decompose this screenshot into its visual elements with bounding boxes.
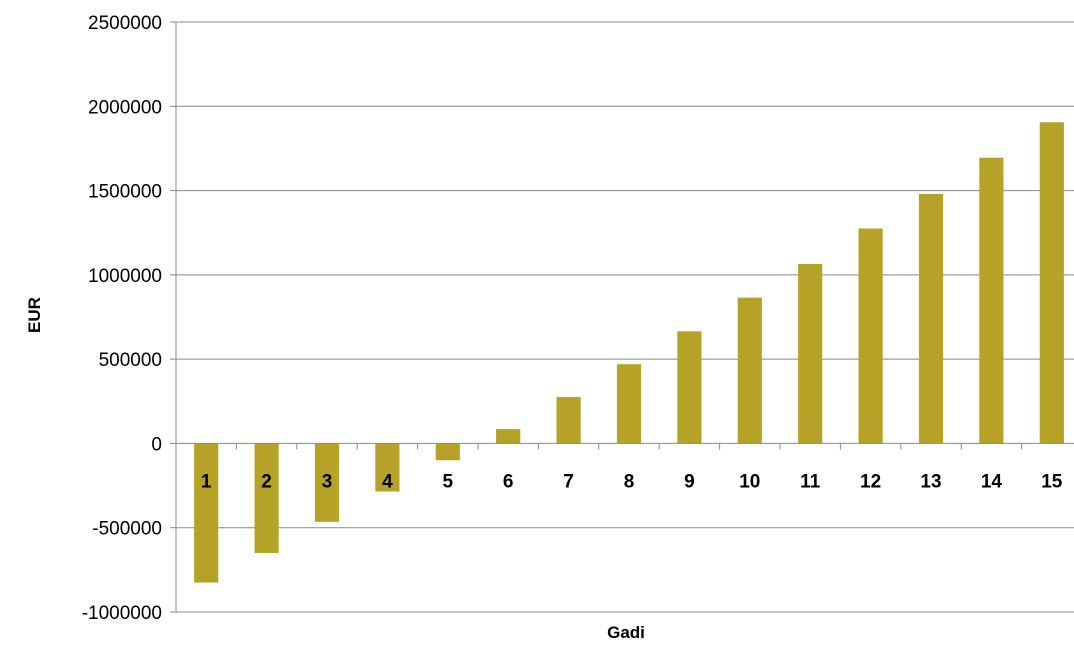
bar [496, 429, 521, 444]
bar [194, 443, 219, 583]
x-tick-label: 15 [1041, 471, 1063, 492]
tick-labels: 2500000 2000000 1500000 1000000 500000 0 -5000… [82, 13, 1063, 624]
bar [254, 443, 279, 553]
bar [737, 297, 762, 444]
bar [798, 263, 823, 444]
y-tick-label: 0 [151, 434, 162, 455]
x-tick-label: 7 [563, 471, 574, 492]
bar [375, 443, 400, 492]
bar [314, 443, 340, 522]
y-tick-label: 500000 [99, 350, 162, 371]
x-tick-label: 6 [503, 471, 514, 492]
y-tick-label: -500000 [92, 519, 162, 540]
y-tick-label: 1500000 [88, 182, 162, 203]
x-axis-title: Gadi [607, 623, 645, 642]
x-tick-label: 8 [624, 471, 635, 492]
x-tick-label: 14 [981, 471, 1003, 492]
x-tick-label: 13 [920, 471, 941, 492]
y-tick-label: 2000000 [88, 97, 162, 118]
x-tick-label: 2 [261, 471, 272, 492]
x-tick-label: 4 [382, 471, 393, 492]
bar [556, 397, 581, 444]
bar [677, 331, 702, 444]
x-tick-label: 11 [800, 471, 821, 492]
bar [1039, 122, 1064, 444]
bar [979, 157, 1004, 444]
y-axis-title: EUR [25, 297, 44, 333]
x-tick-label: 3 [322, 471, 333, 492]
bar [918, 193, 944, 444]
bar [858, 228, 883, 444]
gridlines [176, 21, 1074, 613]
x-tick-label: 12 [860, 471, 881, 492]
x-tick-label: 9 [684, 471, 695, 492]
x-tick-label: 1 [201, 471, 212, 492]
y-tick-label: 1000000 [88, 266, 162, 287]
bar [616, 364, 642, 444]
axes [170, 21, 1074, 613]
x-tick-label: 10 [739, 471, 760, 492]
y-tick-label: -1000000 [82, 603, 162, 624]
y-tick-label: 2500000 [88, 13, 162, 34]
x-tick-label: 5 [443, 471, 454, 492]
bars [194, 122, 1064, 583]
bar [435, 443, 460, 461]
